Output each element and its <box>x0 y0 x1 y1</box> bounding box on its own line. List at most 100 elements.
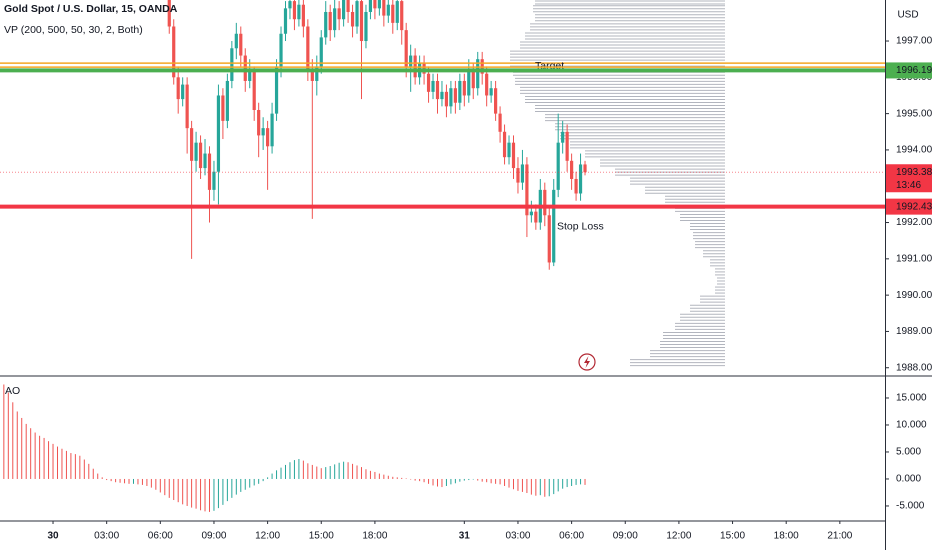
ao-bar <box>48 441 50 479</box>
ao-bar <box>512 478 514 490</box>
ao-bar <box>307 463 309 479</box>
vp-row <box>535 105 725 113</box>
candle-body <box>520 164 525 183</box>
ao-bar <box>195 478 197 509</box>
alert-bolt[interactable] <box>584 356 590 368</box>
candle-body <box>185 84 189 129</box>
ao-bar <box>7 392 9 479</box>
indicator-label: VP (200, 500, 50, 30, 2, Both) <box>4 24 143 36</box>
ao-bar <box>271 473 273 479</box>
last-price-label: 1993.385 <box>896 167 932 178</box>
ao-bar <box>343 461 345 479</box>
candle-body <box>297 4 301 20</box>
vp-row <box>710 259 725 267</box>
ao-bar <box>383 474 385 479</box>
ao-bar <box>499 478 501 485</box>
countdown-label: 13:46 <box>896 180 921 191</box>
axes: 1997.0001996.0001995.0001994.0001993.000… <box>47 36 932 542</box>
candle-body <box>426 73 431 92</box>
candle-body <box>529 211 533 216</box>
ao-bar <box>30 428 32 479</box>
ao-bar <box>258 478 260 484</box>
vp-row <box>525 32 725 40</box>
candle-body <box>225 80 229 121</box>
vp-row <box>680 213 725 221</box>
ao-bar <box>562 478 564 489</box>
ao-bar <box>39 435 41 479</box>
candle-body <box>556 142 560 190</box>
candle-body <box>292 1 297 20</box>
ao-bar <box>369 470 371 479</box>
candle-body <box>516 168 520 183</box>
candle-body <box>328 11 332 31</box>
y-tick-label: 10.000 <box>896 420 927 431</box>
ao-bar <box>495 478 497 484</box>
price-badge-label: 1996.190 <box>896 65 932 76</box>
candle-body <box>216 95 221 172</box>
ao-bar <box>74 454 76 479</box>
ao-bar <box>548 478 550 497</box>
ao-bar <box>423 478 425 483</box>
candle-body <box>359 1 364 42</box>
candle-body <box>485 73 489 96</box>
ao-bar <box>535 478 537 496</box>
ao-bar <box>276 470 278 479</box>
ao-bar <box>106 478 108 481</box>
candle-body <box>552 189 556 263</box>
vp-row <box>690 304 725 312</box>
currency-label: USD <box>897 10 918 21</box>
ao-bar <box>16 411 18 479</box>
ao-bar <box>213 478 215 511</box>
candle-body <box>207 153 212 190</box>
candle-body <box>364 11 368 42</box>
candle-body <box>257 109 261 136</box>
ao-bar <box>374 471 376 479</box>
candle-body <box>409 55 413 67</box>
alert-icon[interactable] <box>578 353 596 371</box>
vp-row <box>533 5 725 13</box>
ao-bar <box>468 478 470 481</box>
ao-bar <box>79 455 81 479</box>
ao-bar <box>168 478 170 498</box>
vp-row <box>560 132 725 140</box>
ao-bar <box>410 478 412 480</box>
candle-body <box>234 33 238 49</box>
ao-bar <box>128 478 130 484</box>
ao-bar <box>517 478 519 491</box>
ao-bar <box>280 467 282 479</box>
candle-body <box>248 70 252 81</box>
ao-bar <box>182 478 184 505</box>
candle-body <box>270 113 274 147</box>
candle-body <box>337 8 341 20</box>
candle-body <box>315 66 319 81</box>
candle-body <box>283 8 288 34</box>
ao-bar <box>311 464 313 479</box>
candle-body <box>574 178 578 194</box>
ao-bar <box>119 478 121 483</box>
price-badge <box>886 62 932 79</box>
vp-row <box>535 14 725 22</box>
candle-body <box>198 142 203 169</box>
y-tick-label: 1989.000 <box>896 326 932 337</box>
candle-body <box>279 33 283 67</box>
candle-body <box>386 4 390 16</box>
x-tick-label: 15:00 <box>309 531 334 542</box>
ao-bar <box>320 468 322 479</box>
ao-bar <box>231 478 233 498</box>
ao-bar <box>132 478 134 484</box>
ao-bar <box>262 478 264 482</box>
vp-row <box>690 223 725 231</box>
ao-bar <box>508 478 510 488</box>
level-text: Stop Loss <box>557 220 604 232</box>
candle-body <box>181 84 185 100</box>
candle-body <box>422 62 426 74</box>
price-badge <box>886 198 932 215</box>
vp-row <box>717 277 725 285</box>
y-tick-label: 1991.000 <box>896 253 932 264</box>
x-tick-label: 06:00 <box>559 531 584 542</box>
ao-bar <box>284 464 286 479</box>
candle-body <box>534 211 538 223</box>
vp-row <box>645 186 725 194</box>
ao-bar <box>83 459 85 479</box>
ao-title: AO <box>5 385 20 397</box>
